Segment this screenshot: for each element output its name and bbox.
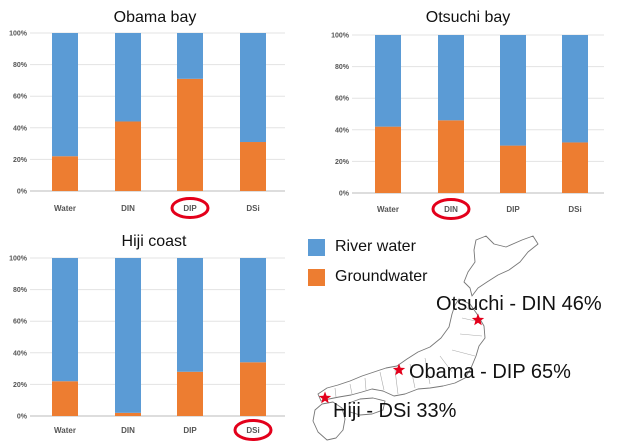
- bar-river-dsi: [562, 35, 588, 143]
- bar-river-water: [375, 35, 401, 127]
- map-kyushu: [312, 401, 346, 441]
- x-tick-label: Water: [54, 204, 76, 213]
- y-tick-label: 80%: [13, 62, 28, 69]
- bar-groundwater-dip: [500, 145, 526, 193]
- y-tick-label: 60%: [13, 319, 28, 326]
- bar-groundwater-dsi: [562, 142, 588, 193]
- highlight-circle: [233, 419, 273, 441]
- site-star-3: [318, 391, 332, 404]
- bar-river-water: [52, 33, 78, 157]
- bar-groundwater-dip: [177, 371, 203, 416]
- chart-1: Obama bay 0% 20% 40% 60% 80% 100% Water DIN DIP DS…: [9, 9, 285, 219]
- bar-groundwater-water: [52, 381, 78, 416]
- x-tick-label: DSi: [246, 204, 259, 213]
- map-hokkaido: [463, 235, 539, 297]
- site-star-2: [392, 363, 406, 376]
- bar-groundwater-water: [375, 126, 401, 193]
- bar-groundwater-dip: [177, 78, 203, 191]
- legend-item-river: River water: [308, 232, 428, 262]
- y-tick-label: 60%: [13, 94, 28, 101]
- japan-map: [312, 235, 539, 441]
- bar-groundwater-din: [115, 121, 141, 191]
- site-label-3: Hiji - DSi 33%: [333, 400, 457, 422]
- chart-title: Hiji coast: [122, 233, 187, 250]
- bar-groundwater-dsi: [240, 142, 266, 191]
- chart-title: Otsuchi bay: [426, 9, 510, 26]
- legend: River water Groundwater: [308, 232, 428, 292]
- y-tick-label: 20%: [13, 382, 28, 389]
- site-star-1: [471, 313, 485, 326]
- x-tick-label: DIN: [121, 426, 135, 435]
- highlight-circle: [431, 198, 471, 220]
- bar-river-dsi: [240, 33, 266, 143]
- x-tick-label: DSi: [246, 426, 259, 435]
- x-tick-label: DSi: [568, 205, 581, 214]
- y-tick-label: 0%: [17, 414, 28, 421]
- map-prefecture-lines: [334, 304, 483, 398]
- site-label-2: Obama - DIP 65%: [409, 361, 571, 383]
- site-markers: Otsuchi - DIN 46% Obama - DIP 65% Hiji - D…: [318, 293, 602, 422]
- bar-groundwater-water: [52, 156, 78, 191]
- chart-title: Obama bay: [114, 9, 197, 26]
- y-tick-label: 100%: [331, 33, 350, 40]
- y-tick-label: 20%: [335, 159, 350, 166]
- bar-river-dip: [500, 35, 526, 146]
- y-tick-label: 0%: [339, 191, 350, 198]
- charts-layer: Obama bay 0% 20% 40% 60% 80% 100% Water DIN DIP DS…: [9, 9, 604, 441]
- y-tick-label: 100%: [9, 31, 28, 38]
- y-tick-label: 80%: [13, 287, 28, 294]
- bar-river-water: [52, 258, 78, 382]
- y-tick-label: 20%: [13, 157, 28, 164]
- x-tick-label: DIP: [183, 426, 197, 435]
- highlight-circle: [170, 197, 210, 219]
- bar-groundwater-dsi: [240, 362, 266, 416]
- y-tick-label: 40%: [335, 127, 350, 134]
- x-tick-label: Water: [377, 205, 399, 214]
- y-tick-label: 0%: [17, 189, 28, 196]
- legend-label-river: River water: [335, 238, 416, 255]
- bar-river-din: [115, 258, 141, 413]
- x-tick-label: DIP: [506, 205, 520, 214]
- bar-river-dip: [177, 33, 203, 79]
- legend-label-ground: Groundwater: [335, 268, 428, 285]
- map-shikoku: [348, 397, 386, 416]
- x-tick-label: DIN: [121, 204, 135, 213]
- site-label-1: Otsuchi - DIN 46%: [436, 293, 602, 315]
- y-tick-label: 80%: [335, 64, 350, 71]
- x-tick-label: DIP: [183, 204, 197, 213]
- bar-river-dip: [177, 258, 203, 372]
- x-tick-label: DIN: [444, 205, 458, 214]
- legend-swatch-ground: [308, 268, 325, 286]
- y-tick-label: 60%: [335, 96, 350, 103]
- y-tick-label: 40%: [13, 350, 28, 357]
- y-tick-label: 40%: [13, 125, 28, 132]
- bar-groundwater-din: [115, 412, 141, 416]
- legend-swatch-river: [308, 238, 325, 256]
- map-honshu: [317, 298, 486, 402]
- chart-3: Hiji coast 0% 20% 40% 60% 80% 100% Water DIN DIP D…: [9, 233, 285, 441]
- x-tick-label: Water: [54, 426, 76, 435]
- legend-item-ground: Groundwater: [308, 262, 428, 292]
- bar-groundwater-din: [438, 120, 464, 193]
- y-tick-label: 100%: [9, 256, 28, 263]
- bar-river-din: [438, 35, 464, 121]
- bar-river-din: [115, 33, 141, 122]
- chart-2: Otsuchi bay 0% 20% 40% 60% 80% 100% Water DIN DIP…: [331, 9, 604, 220]
- bar-river-dsi: [240, 258, 266, 363]
